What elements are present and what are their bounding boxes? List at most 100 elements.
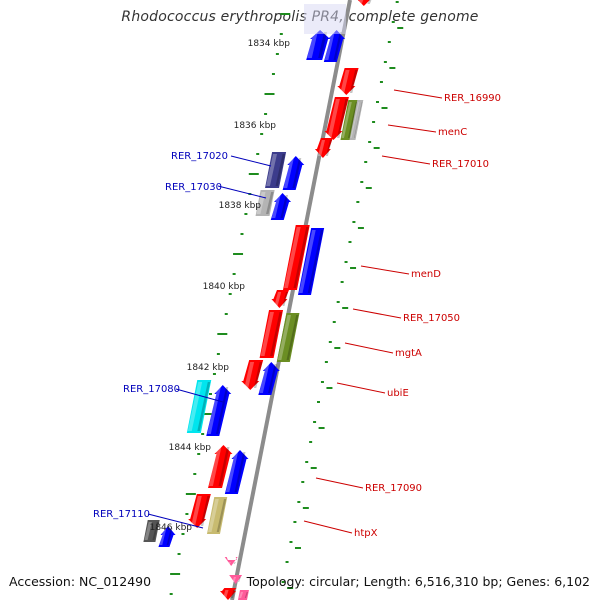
gene-block-red[interactable]	[188, 494, 211, 528]
leader-line	[360, 265, 410, 275]
gene-block-pink[interactable]	[238, 590, 249, 600]
gene-shape[interactable]	[282, 225, 310, 290]
gene-block-blue[interactable]	[224, 450, 249, 494]
gene-shadow	[233, 562, 236, 564]
gene-shape[interactable]	[323, 30, 346, 62]
gene-block-blue[interactable]	[282, 156, 305, 190]
gene-label[interactable]: RER_17010	[432, 159, 489, 170]
gene-label[interactable]: htpX	[354, 528, 378, 539]
gene-shadow	[292, 158, 302, 188]
gene-block-red[interactable]	[355, 0, 373, 6]
gene-block-gray[interactable]	[349, 100, 364, 140]
gene-block-blue[interactable]	[258, 362, 280, 395]
topology-text: Topology: circular; Length: 6,516,310 bp…	[246, 574, 590, 589]
gene-highlight	[260, 312, 274, 356]
gene-block-blue[interactable]	[206, 385, 232, 436]
gene-highlight	[271, 195, 281, 218]
gene-label[interactable]: RER_17030	[165, 182, 222, 193]
gene-shape[interactable]	[355, 0, 373, 6]
gene-block-cyan[interactable]	[186, 380, 212, 433]
gene-shape[interactable]	[224, 450, 249, 494]
gene-label[interactable]: mgtA	[395, 348, 422, 359]
gene-shape[interactable]	[337, 68, 359, 95]
gene-shape[interactable]	[258, 362, 280, 395]
gene-shape[interactable]	[259, 310, 284, 358]
gene-block-red[interactable]	[337, 68, 359, 95]
gene-shape[interactable]	[349, 100, 364, 140]
gene-block-blue[interactable]	[270, 193, 292, 220]
gene-shape[interactable]	[206, 385, 232, 436]
gene-block-blue[interactable]	[297, 228, 325, 295]
gene-shape[interactable]	[270, 193, 292, 220]
gene-block-darkgray[interactable]	[143, 520, 160, 542]
gene-block-khaki[interactable]	[206, 497, 228, 534]
gene-highlight	[144, 522, 152, 540]
gene-block-olive[interactable]	[276, 313, 300, 362]
gene-block-blue[interactable]	[306, 30, 331, 60]
gene-shape[interactable]	[314, 138, 333, 158]
gene-shape[interactable]	[143, 520, 160, 542]
gene-shadow	[336, 99, 348, 138]
gene-shadow	[218, 447, 230, 486]
kbp-label: 1840 kbp	[203, 282, 246, 292]
gene-label[interactable]: menC	[438, 127, 467, 138]
gene-shape[interactable]	[324, 97, 349, 140]
gene-label[interactable]: menD	[411, 269, 441, 280]
gene-shape[interactable]	[271, 290, 289, 308]
gene-shadow	[333, 32, 343, 60]
gene-block-olive[interactable]	[340, 100, 359, 140]
gene-shadow	[234, 452, 246, 492]
gene-label[interactable]: RER_17110	[93, 509, 150, 520]
gene-block-blue[interactable]	[158, 526, 176, 547]
gene-block-red[interactable]	[314, 138, 333, 158]
gene-block-pink[interactable]	[229, 575, 243, 584]
gene-block-indigo[interactable]	[265, 152, 287, 188]
genome-title: Rhodococcus erythropolis PR4, complete g…	[121, 9, 479, 25]
gene-label[interactable]: ubiE	[387, 388, 409, 399]
gene-label[interactable]: RER_17080	[123, 384, 180, 395]
gene-block-blue[interactable]	[323, 30, 346, 62]
gene-label[interactable]: RER_17020	[171, 151, 228, 162]
gene-label[interactable]: RER_17050	[403, 313, 460, 324]
gene-shape[interactable]	[188, 494, 211, 528]
scale-ticks	[169, 1, 404, 595]
gene-shape[interactable]	[186, 380, 212, 433]
gene-block-red[interactable]	[282, 225, 310, 290]
gene-shape[interactable]	[206, 497, 228, 534]
gene-features	[143, 0, 372, 600]
gene-highlight	[187, 382, 203, 431]
gene-shape[interactable]	[158, 526, 176, 547]
gene-block-red[interactable]	[271, 290, 289, 308]
gene-shape[interactable]	[238, 590, 249, 600]
gene-shape[interactable]	[297, 228, 325, 295]
gene-shape[interactable]	[220, 588, 237, 600]
gene-block-red[interactable]	[259, 310, 284, 358]
gene-shadow	[280, 195, 289, 218]
gene-highlight	[209, 447, 222, 486]
leader-line	[230, 155, 272, 167]
leader-line	[381, 155, 431, 165]
gene-shadow	[216, 387, 229, 434]
gene-block-red[interactable]	[208, 445, 233, 488]
gene-shape[interactable]	[306, 30, 331, 60]
leader-line	[387, 124, 437, 133]
gene-shape[interactable]	[229, 575, 243, 584]
gene-shadow	[268, 364, 277, 393]
gene-shape[interactable]	[265, 152, 287, 188]
gene-block-red[interactable]	[220, 588, 237, 600]
gene-highlight	[159, 528, 167, 545]
leader-line	[303, 520, 353, 534]
gene-block-red[interactable]	[241, 360, 264, 390]
gene-highlight	[225, 452, 239, 492]
gene-shape[interactable]	[208, 445, 233, 488]
gene-label[interactable]: RER_17090	[365, 483, 422, 494]
gene-shape[interactable]	[282, 156, 305, 190]
gene-block-pink[interactable]	[224, 557, 238, 566]
gene-shape[interactable]	[224, 557, 238, 566]
gene-block-red[interactable]	[324, 97, 349, 140]
gene-shape[interactable]	[276, 313, 300, 362]
gene-label[interactable]: RER_16990	[444, 93, 501, 104]
gene-shape[interactable]	[241, 360, 264, 390]
gene-shape[interactable]	[340, 100, 359, 140]
